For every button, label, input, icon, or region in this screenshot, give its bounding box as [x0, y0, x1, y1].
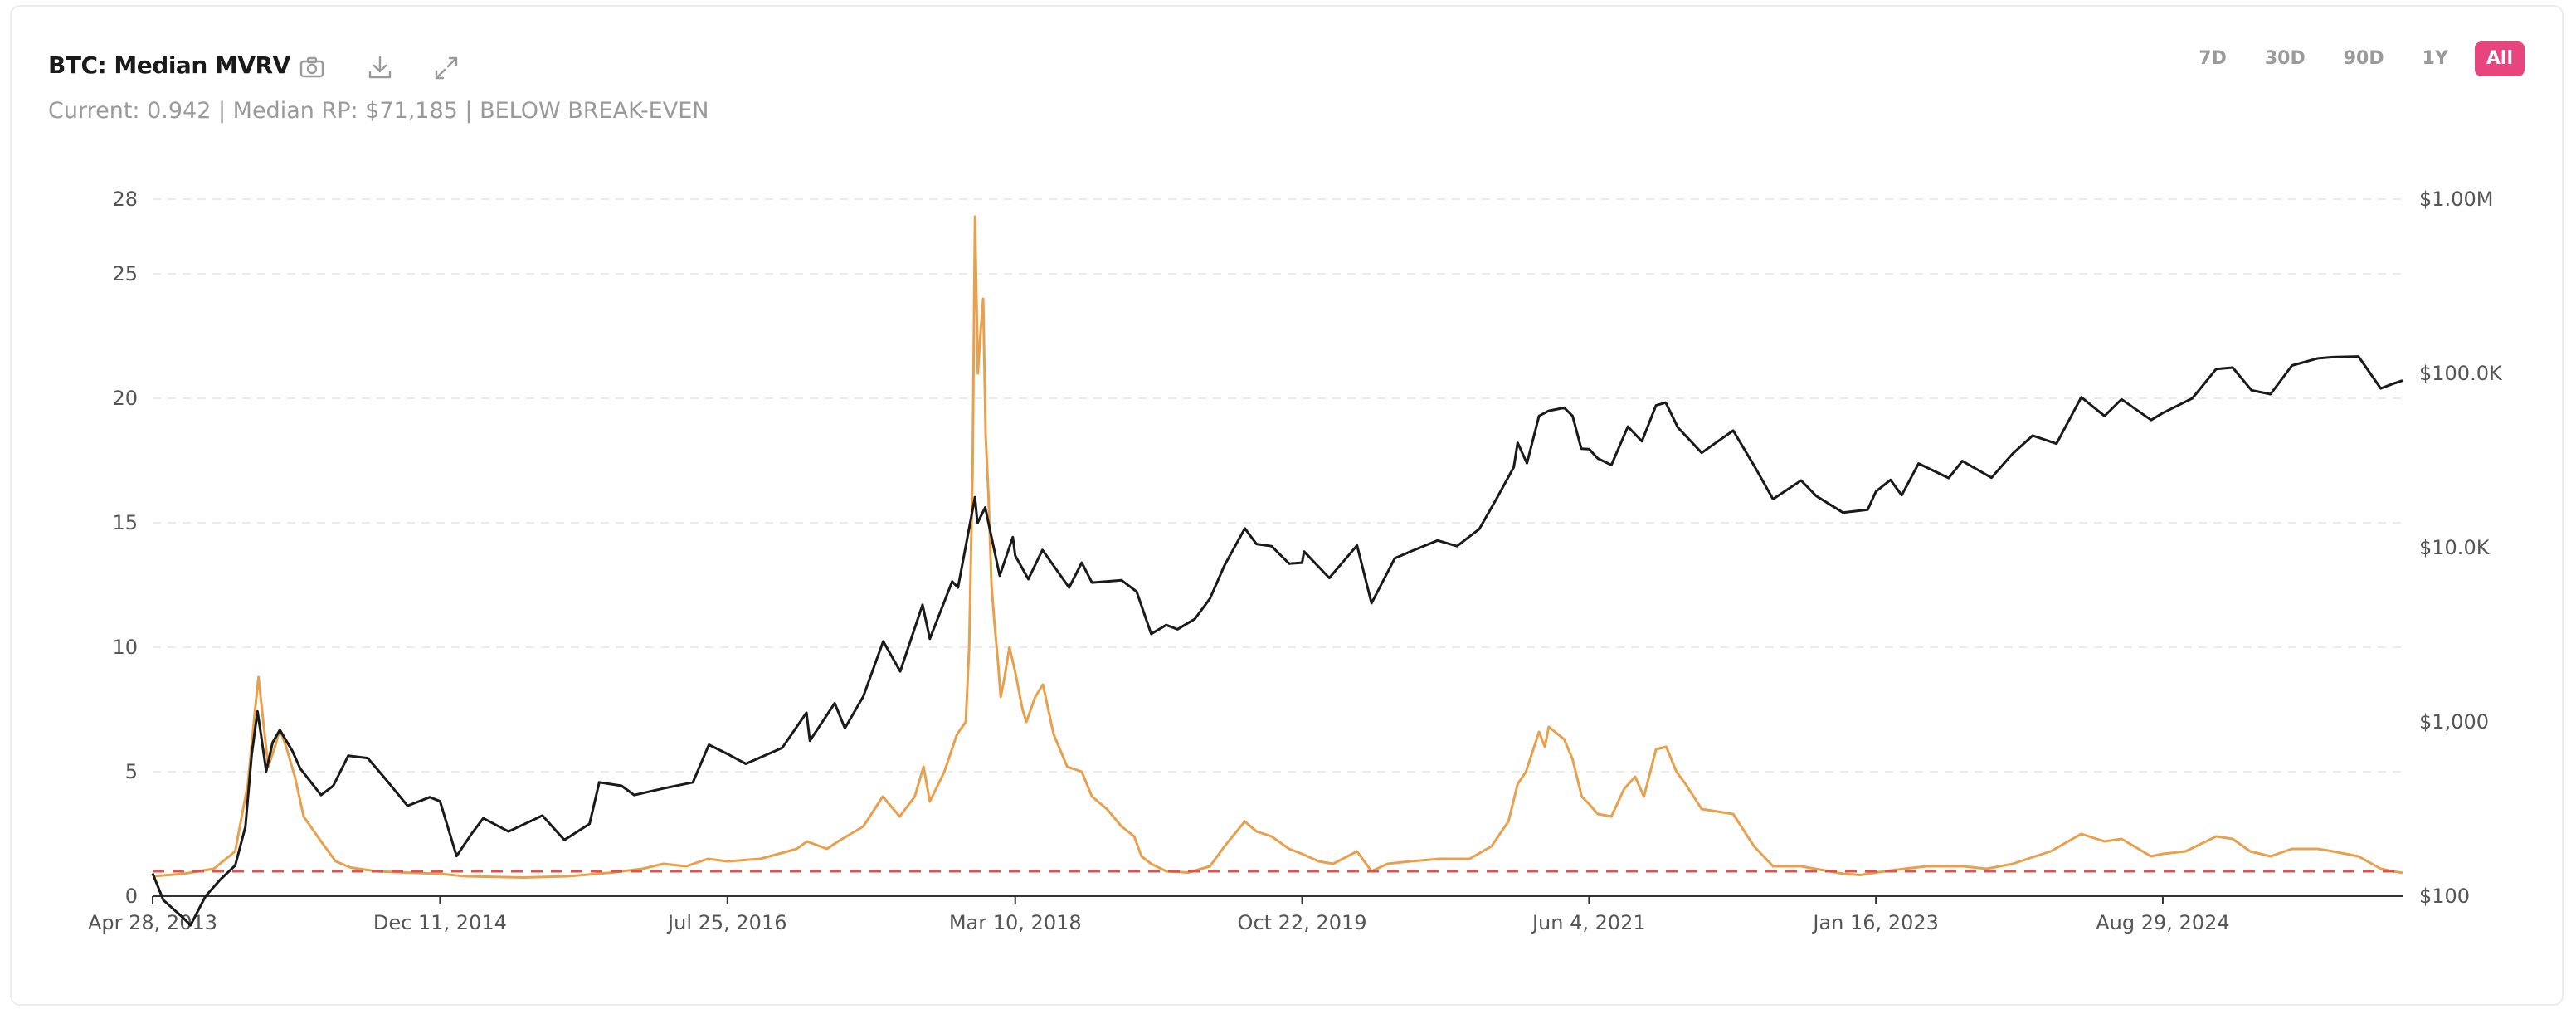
- y-left-tick-label: 28: [112, 188, 138, 211]
- y-right-tick-label: $1.00M: [2419, 188, 2493, 211]
- time-range-selector: 7D 30D 90D 1Y All: [2187, 41, 2525, 76]
- range-button-all[interactable]: All: [2474, 41, 2525, 76]
- chart-subtitle: Current: 0.942 | Median RP: $71,185 | BE…: [48, 98, 709, 124]
- x-tick-label: Jun 4, 2021: [1531, 911, 1646, 934]
- y-left-tick-label: 5: [125, 760, 138, 783]
- x-tick-label: Oct 22, 2019: [1238, 911, 1367, 934]
- price-series-line: [151, 355, 2403, 927]
- x-tick-label: Jul 25, 2016: [666, 911, 786, 934]
- y-left-tick-label: 10: [112, 636, 138, 659]
- download-icon[interactable]: [363, 51, 397, 85]
- mvrv-series-line: [152, 215, 2403, 879]
- expand-icon[interactable]: [430, 51, 463, 85]
- y-right-tick-label: $100.0K: [2419, 362, 2503, 385]
- range-button-1y[interactable]: 1Y: [2422, 48, 2448, 69]
- range-button-30d[interactable]: 30D: [2264, 48, 2306, 69]
- y-right-tick-label: $1,000: [2419, 710, 2489, 734]
- y-right-tick-label: $100: [2419, 885, 2470, 908]
- x-tick-label: Mar 10, 2018: [949, 911, 1082, 934]
- y-left-tick-label: 20: [112, 387, 138, 410]
- y-right-tick-label: $10.0K: [2419, 536, 2491, 559]
- range-button-90d[interactable]: 90D: [2343, 48, 2384, 69]
- chart-card: [10, 5, 2564, 1006]
- x-tick-label: Apr 28, 2013: [88, 911, 217, 934]
- range-button-7d[interactable]: 7D: [2199, 48, 2227, 69]
- y-left-tick-label: 25: [112, 262, 138, 285]
- chart-title: BTC: Median MVRV: [48, 51, 290, 79]
- y-left-tick-label: 0: [125, 885, 138, 908]
- y-left-tick-label: 15: [112, 511, 138, 534]
- camera-icon[interactable]: [295, 51, 329, 85]
- x-tick-label: Aug 29, 2024: [2096, 911, 2229, 934]
- x-tick-label: Dec 11, 2014: [373, 911, 507, 934]
- x-tick-label: Jan 16, 2023: [1811, 911, 1939, 934]
